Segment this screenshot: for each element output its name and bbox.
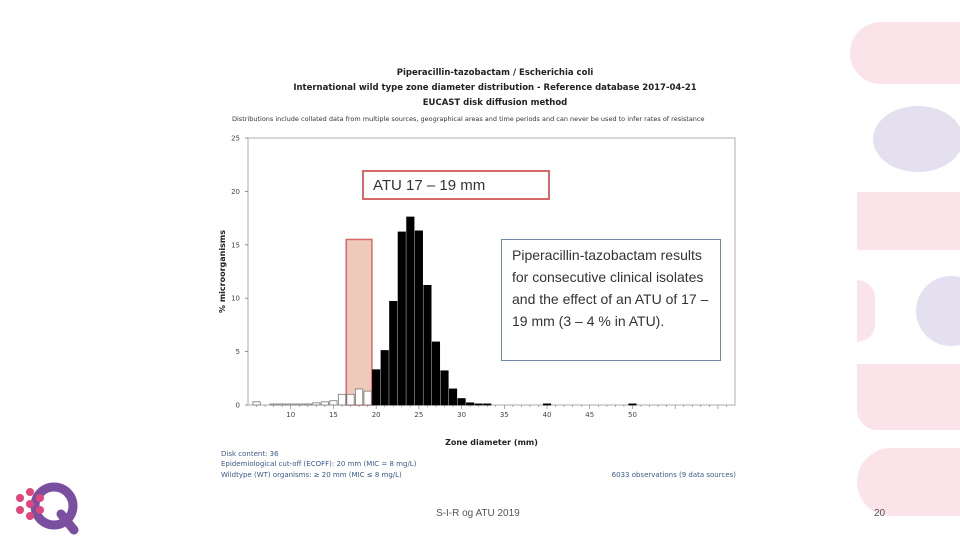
y-axis-label: % microorganisms — [218, 230, 227, 313]
y-tick-label: 5 — [236, 348, 240, 356]
note-callout: Piperacillin-tazobactam results for cons… — [501, 239, 721, 361]
bar — [440, 370, 449, 406]
bar — [252, 401, 261, 406]
atu-callout: ATU 17 – 19 mm — [362, 170, 550, 200]
decor-pink-shape-5 — [857, 448, 960, 516]
decor-lavender-circle-1 — [873, 106, 960, 172]
bar — [320, 401, 329, 406]
decor-lavender-circle-2 — [916, 276, 960, 346]
wildtype-note: Wildtype (WT) organisms: ≥ 20 mm (MIC ≤ … — [221, 471, 402, 479]
bar — [363, 390, 372, 406]
bar — [628, 403, 637, 406]
x-tick-label: 20 — [372, 411, 381, 419]
slide-footer-text: S-I-R og ATU 2019 — [436, 508, 520, 519]
page-number: 20 — [874, 508, 886, 519]
x-tick-label: 30 — [457, 411, 466, 419]
bar — [466, 402, 475, 406]
bar — [414, 230, 423, 406]
y-tick-label: 20 — [231, 188, 240, 196]
observations-note: 6033 observations (9 data sources) — [611, 471, 736, 479]
bar — [329, 400, 338, 406]
chart-title: Piperacillin-tazobactam / Escherichia co… — [396, 68, 594, 78]
bar — [337, 393, 347, 406]
bar — [278, 403, 287, 406]
bar — [372, 369, 381, 406]
bar — [346, 393, 355, 406]
logo-icon — [16, 482, 79, 535]
bar — [474, 403, 483, 406]
bar — [542, 403, 552, 406]
bar — [448, 388, 458, 406]
x-tick-label: 45 — [585, 411, 594, 419]
bar — [431, 341, 441, 406]
x-axis-label: Zone diameter (mm) — [445, 438, 538, 447]
bar — [286, 403, 295, 406]
decor-pink-shape-1 — [850, 22, 960, 84]
bar — [312, 402, 321, 406]
bar — [269, 403, 278, 406]
disk-content: Disk content: 36 — [221, 450, 279, 458]
x-tick-label: 25 — [414, 411, 423, 419]
bar — [457, 398, 466, 406]
bar — [380, 350, 389, 406]
x-tick-label: 15 — [329, 411, 338, 419]
atu-band — [345, 238, 373, 406]
ecoff-note: Epidemiological cut-off (ECOFF): 20 mm (… — [221, 460, 417, 468]
bar — [295, 403, 304, 406]
y-tick-label: 10 — [231, 295, 240, 303]
bar — [303, 403, 312, 406]
chart-subtitle: International wild type zone diameter di… — [293, 83, 697, 93]
bar — [423, 284, 432, 406]
x-tick-label: 40 — [543, 411, 552, 419]
bar — [483, 403, 492, 406]
bar — [406, 216, 415, 406]
y-tick-label: 0 — [236, 402, 240, 410]
x-tick-label: 10 — [286, 411, 295, 419]
decor-pink-shape-4 — [857, 364, 960, 430]
bar — [389, 301, 398, 406]
chart-method: EUCAST disk diffusion method — [422, 98, 568, 108]
y-tick-label: 15 — [231, 241, 240, 249]
chart-disclaimer: Distributions include collated data from… — [232, 115, 705, 123]
bar — [354, 388, 364, 406]
y-tick-label: 25 — [231, 135, 240, 143]
bar — [397, 231, 406, 406]
decor-pink-shape-2 — [857, 192, 960, 250]
decor-pink-shape-3 — [857, 280, 875, 342]
x-tick-label: 50 — [628, 411, 637, 419]
x-tick-label: 35 — [500, 411, 509, 419]
